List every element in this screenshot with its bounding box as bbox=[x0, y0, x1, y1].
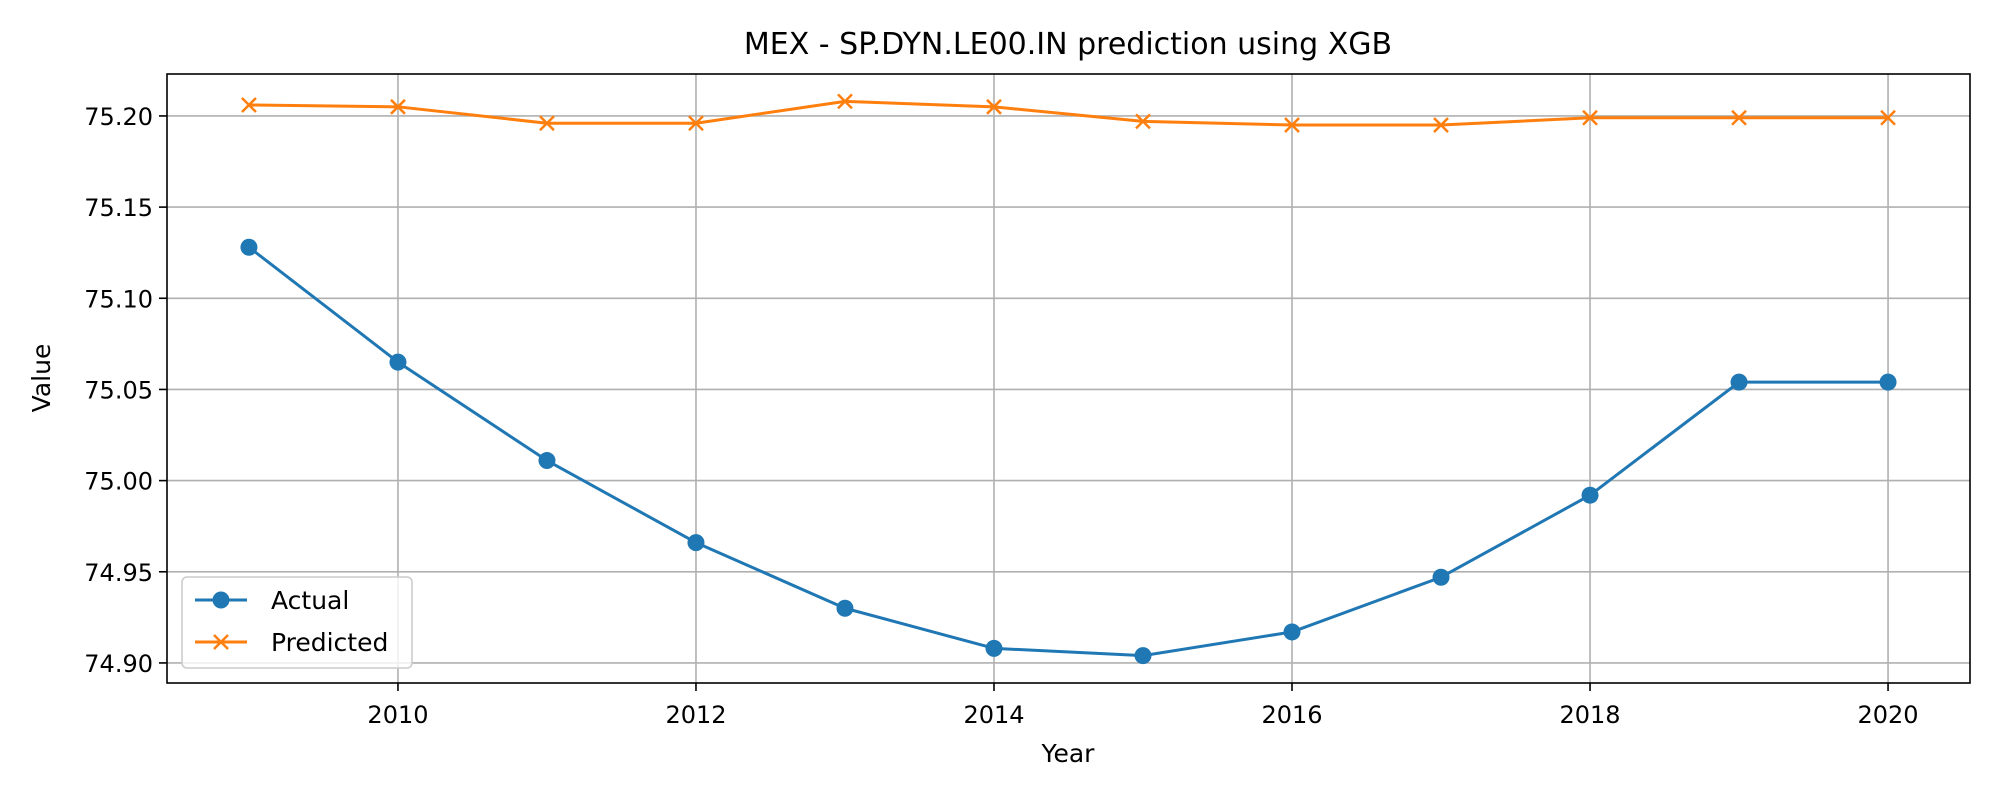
x-tick-label: 2016 bbox=[1261, 701, 1322, 729]
legend-predicted-marker bbox=[213, 634, 229, 650]
data-point-actual bbox=[1879, 373, 1897, 391]
y-tick-label: 75.20 bbox=[84, 103, 153, 131]
data-point-predicted bbox=[837, 93, 853, 110]
y-tick-label: 75.00 bbox=[84, 468, 153, 496]
data-point-predicted bbox=[1284, 117, 1300, 133]
chart-title: MEX - SP.DYN.LE00.IN prediction using XG… bbox=[744, 27, 1392, 62]
data-point-actual bbox=[985, 639, 1003, 657]
data-point-predicted bbox=[390, 98, 406, 115]
legend-actual-label: Actual bbox=[271, 586, 349, 615]
data-point-predicted bbox=[688, 115, 704, 132]
series-line-predicted bbox=[248, 99, 1889, 127]
data-point-predicted bbox=[1135, 113, 1151, 130]
x-tick-label: 2014 bbox=[963, 701, 1024, 729]
y-tick-label: 75.15 bbox=[84, 194, 153, 222]
legend-predicted-label: Predicted bbox=[271, 628, 388, 657]
data-point-predicted bbox=[539, 115, 555, 132]
x-tick-label: 2020 bbox=[1858, 701, 1919, 729]
data-point-actual bbox=[836, 599, 854, 617]
x-tick-label: 2012 bbox=[665, 701, 726, 729]
data-point-predicted bbox=[1433, 117, 1449, 133]
legend-actual-marker bbox=[212, 591, 230, 609]
data-point-predicted bbox=[986, 98, 1002, 115]
y-tick-label: 74.90 bbox=[84, 650, 153, 678]
data-point-actual bbox=[687, 534, 705, 552]
y-tick-label: 75.10 bbox=[84, 285, 153, 313]
y-tick-label: 74.95 bbox=[84, 559, 153, 587]
x-axis-label: Year bbox=[1041, 739, 1096, 768]
data-point-actual bbox=[1581, 486, 1599, 504]
data-point-actual bbox=[240, 238, 258, 256]
data-point-predicted bbox=[241, 97, 257, 113]
axis-ticks: 2010 2012 2014 2016 2018 2020 74.90 74.95 75.00 7… bbox=[84, 103, 1918, 729]
legend: Actual Predicted bbox=[181, 576, 413, 669]
x-tick-label: 2018 bbox=[1559, 701, 1620, 729]
data-point-actual bbox=[1283, 623, 1301, 641]
data-point-actual bbox=[1730, 373, 1748, 391]
data-point-predicted bbox=[1880, 109, 1896, 126]
data-point-actual bbox=[1432, 568, 1450, 586]
plot-frame bbox=[166, 73, 1971, 684]
y-tick-label: 75.05 bbox=[84, 376, 153, 404]
data-point-actual bbox=[389, 353, 407, 371]
data-point-predicted bbox=[1582, 109, 1598, 126]
data-point-actual bbox=[1134, 647, 1152, 665]
data-point-actual bbox=[538, 452, 556, 470]
series-line-actual bbox=[248, 246, 1889, 658]
data-point-predicted bbox=[1731, 109, 1747, 126]
y-axis-label: Value bbox=[27, 344, 56, 413]
series-layer bbox=[240, 93, 1897, 665]
x-tick-label: 2010 bbox=[367, 701, 428, 729]
